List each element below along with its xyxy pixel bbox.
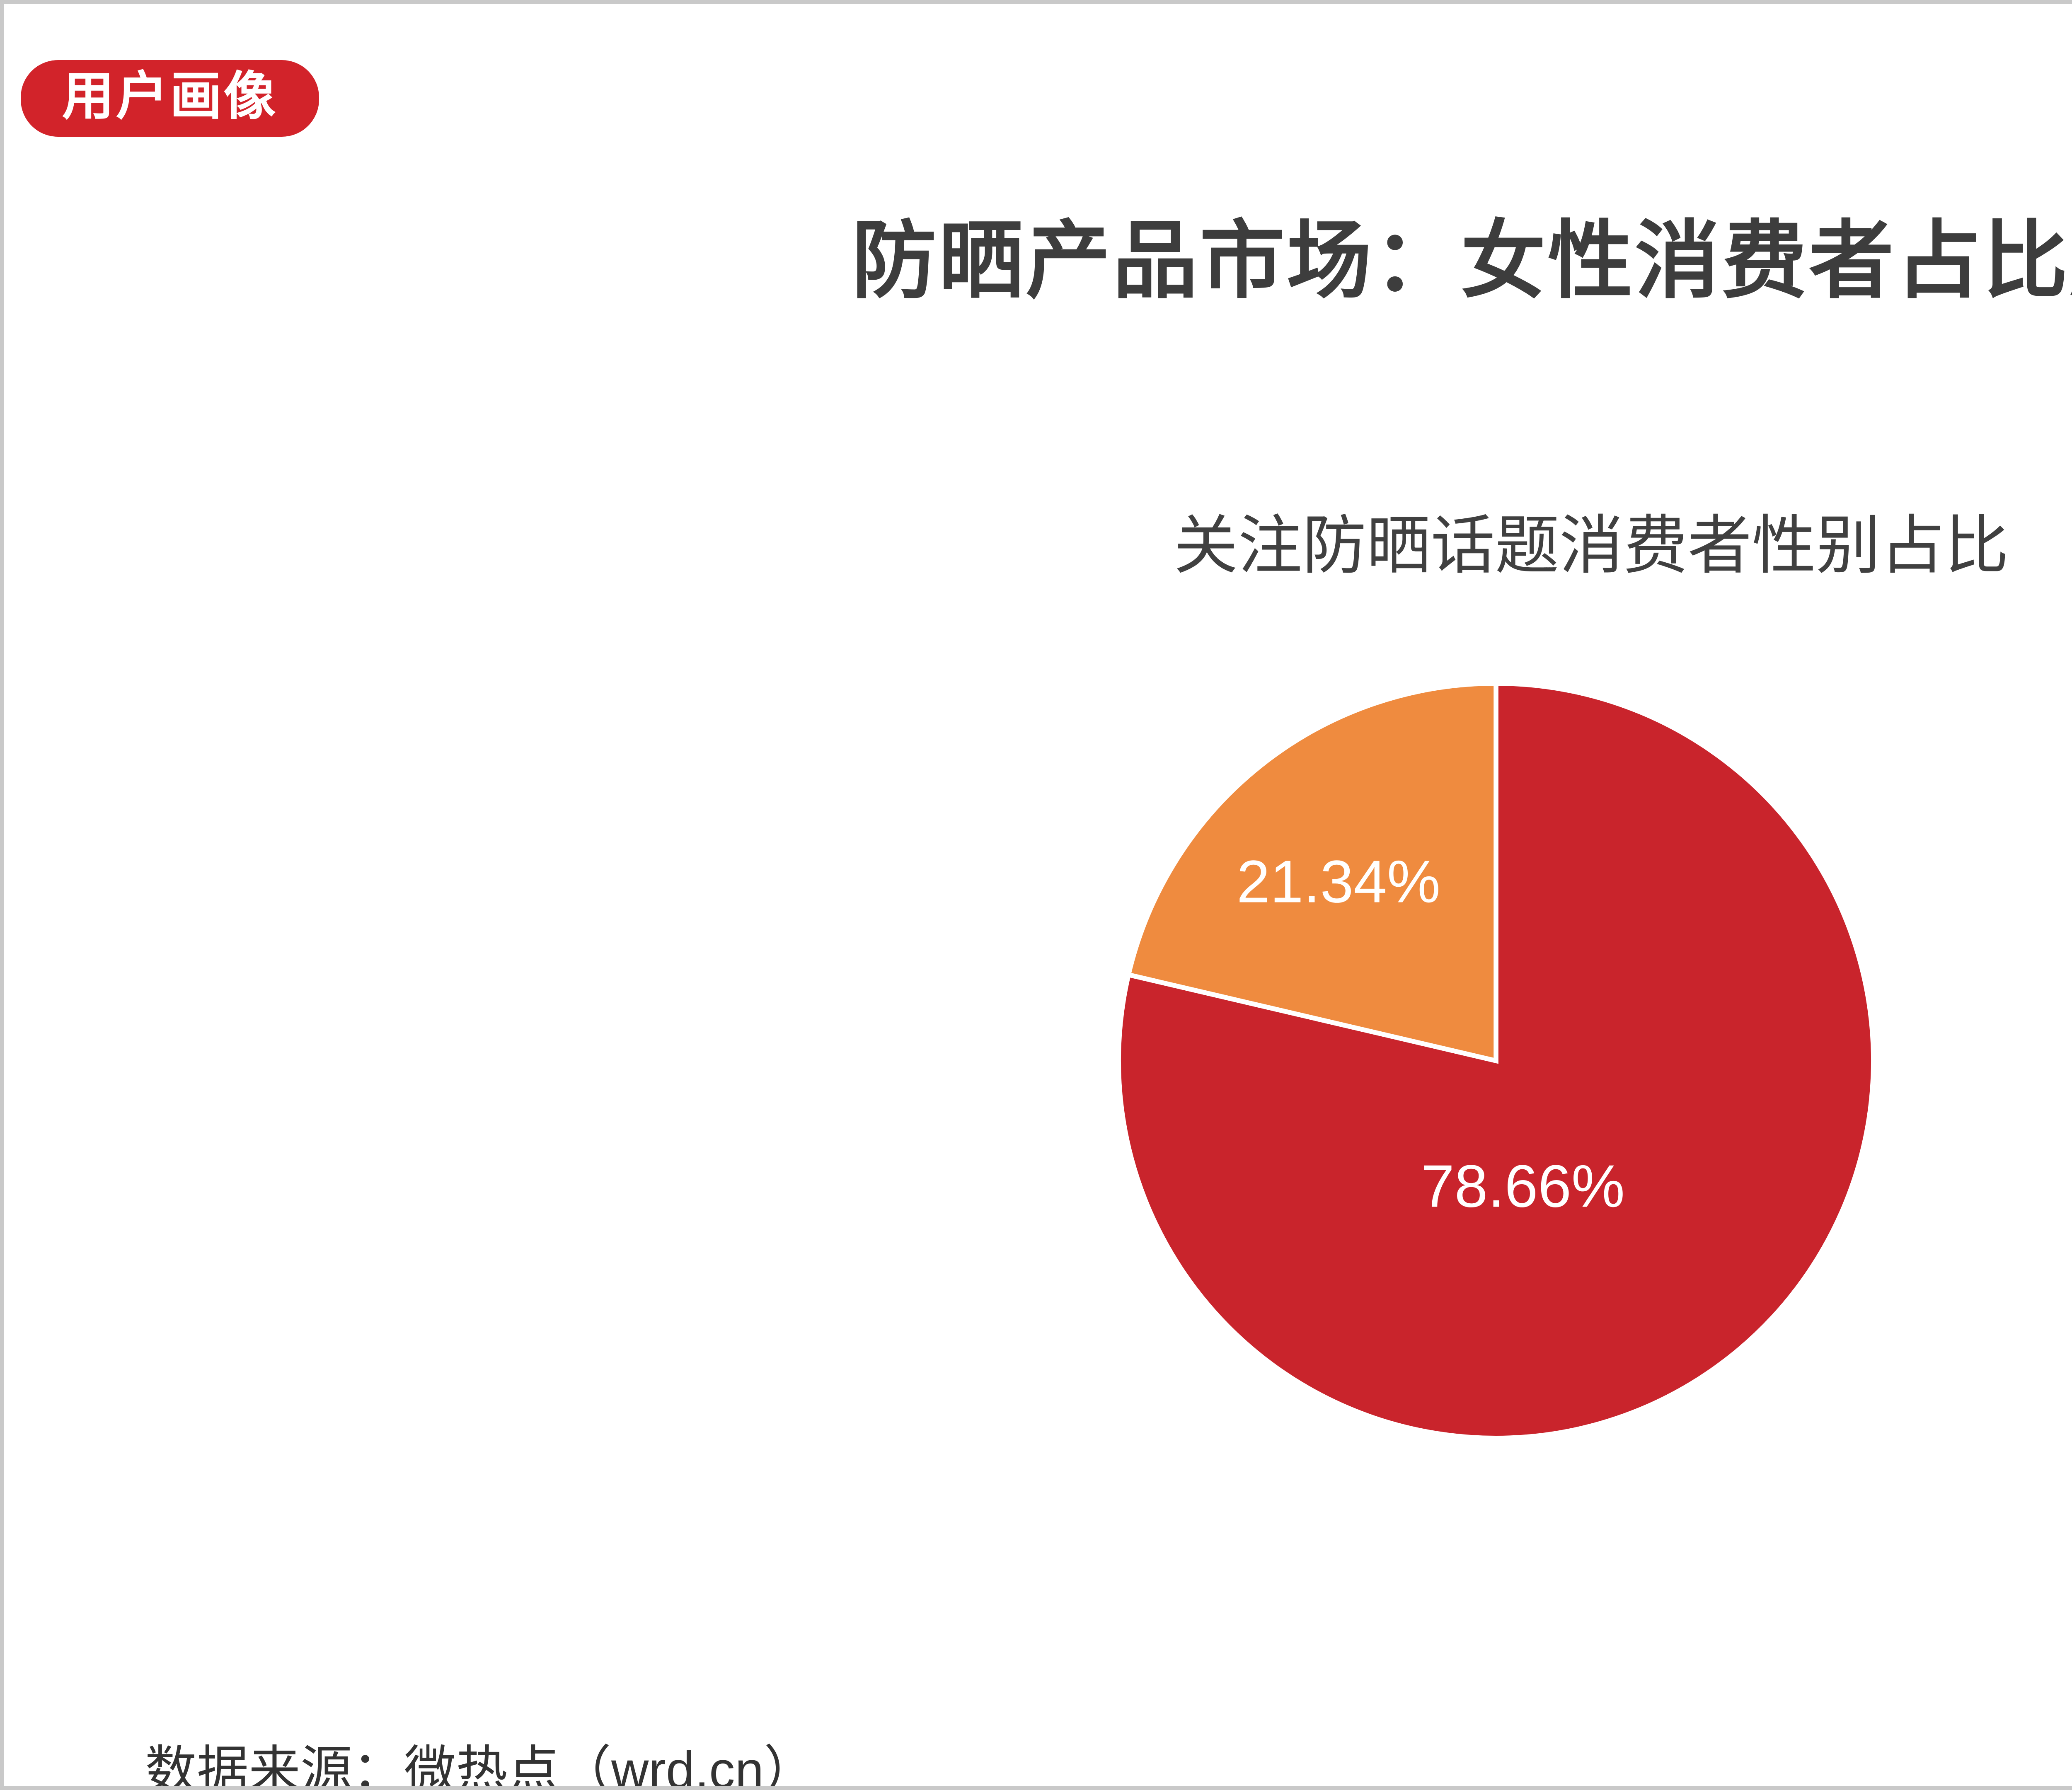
- pie-data-label-female: 78.66%: [1421, 1155, 1625, 1222]
- chart-title: 关注防晒话题消费者性别占比: [1174, 510, 2009, 582]
- section-badge-label: 用户画像: [62, 68, 278, 126]
- pie-data-label-male: 21.34%: [1237, 850, 1440, 917]
- page-title: 防晒产品市场：女性消费者占比超七成: [852, 213, 2072, 309]
- pie-chart-area: 78.66% 21.34%: [1115, 680, 1877, 1442]
- pie-slice-男性: [1126, 681, 1498, 1064]
- data-source-note: 数据来源：微热点（wrd.cn）: [145, 1742, 816, 1790]
- section-badge: 用户画像: [21, 60, 320, 137]
- pie-chart: [1116, 681, 1876, 1441]
